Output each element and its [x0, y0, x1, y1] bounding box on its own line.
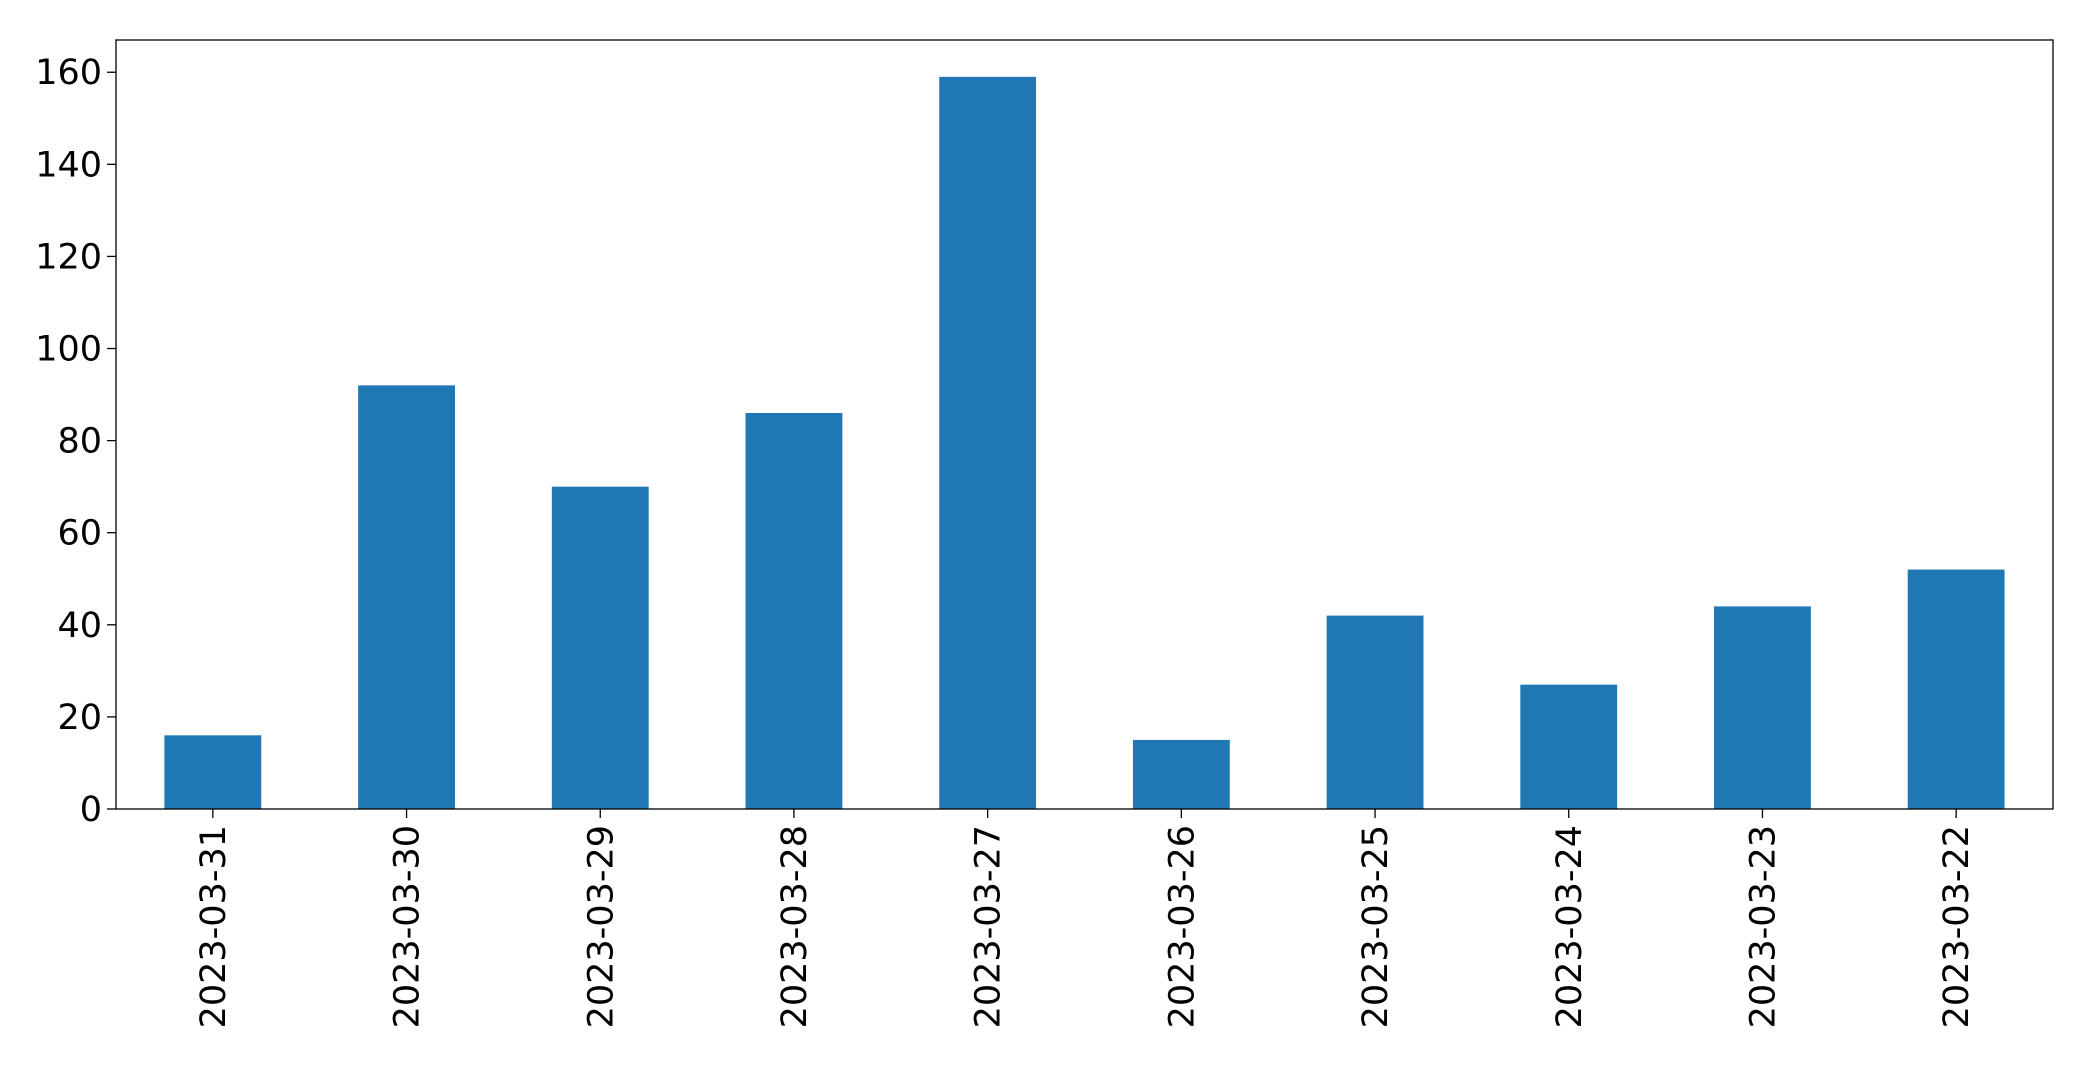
y-tick-label: 100 — [35, 330, 102, 370]
x-tick-label: 2023-03-29 — [581, 825, 621, 1028]
bar — [551, 486, 649, 809]
bar — [1907, 569, 2005, 809]
y-tick-label: 60 — [57, 514, 102, 554]
x-tick-label: 2023-03-22 — [1937, 825, 1977, 1028]
x-tick-label: 2023-03-27 — [969, 825, 1009, 1028]
y-tick-label: 160 — [35, 53, 102, 93]
bar — [745, 412, 843, 809]
x-tick-label: 2023-03-26 — [1162, 825, 1202, 1028]
x-tick-label: 2023-03-24 — [1550, 825, 1590, 1028]
x-tick-label: 2023-03-28 — [775, 825, 815, 1028]
y-tick-label: 20 — [57, 698, 102, 738]
y-tick-label: 80 — [57, 422, 102, 462]
bar — [1326, 615, 1424, 809]
x-tick-label: 2023-03-25 — [1356, 825, 1396, 1028]
bar — [1132, 739, 1230, 809]
y-tick-label: 140 — [35, 145, 102, 185]
x-tick-label: 2023-03-23 — [1743, 825, 1783, 1028]
bar — [1520, 684, 1618, 809]
y-tick-label: 40 — [57, 606, 102, 646]
plot-frame — [115, 39, 2054, 810]
y-tick-label: 0 — [80, 790, 102, 830]
bar — [164, 735, 262, 809]
bar — [939, 76, 1037, 810]
bar — [358, 385, 455, 809]
x-tick-label: 2023-03-31 — [194, 825, 234, 1028]
bar — [1714, 606, 1811, 809]
x-tick-label: 2023-03-30 — [388, 825, 428, 1028]
y-tick-label: 120 — [35, 237, 102, 277]
